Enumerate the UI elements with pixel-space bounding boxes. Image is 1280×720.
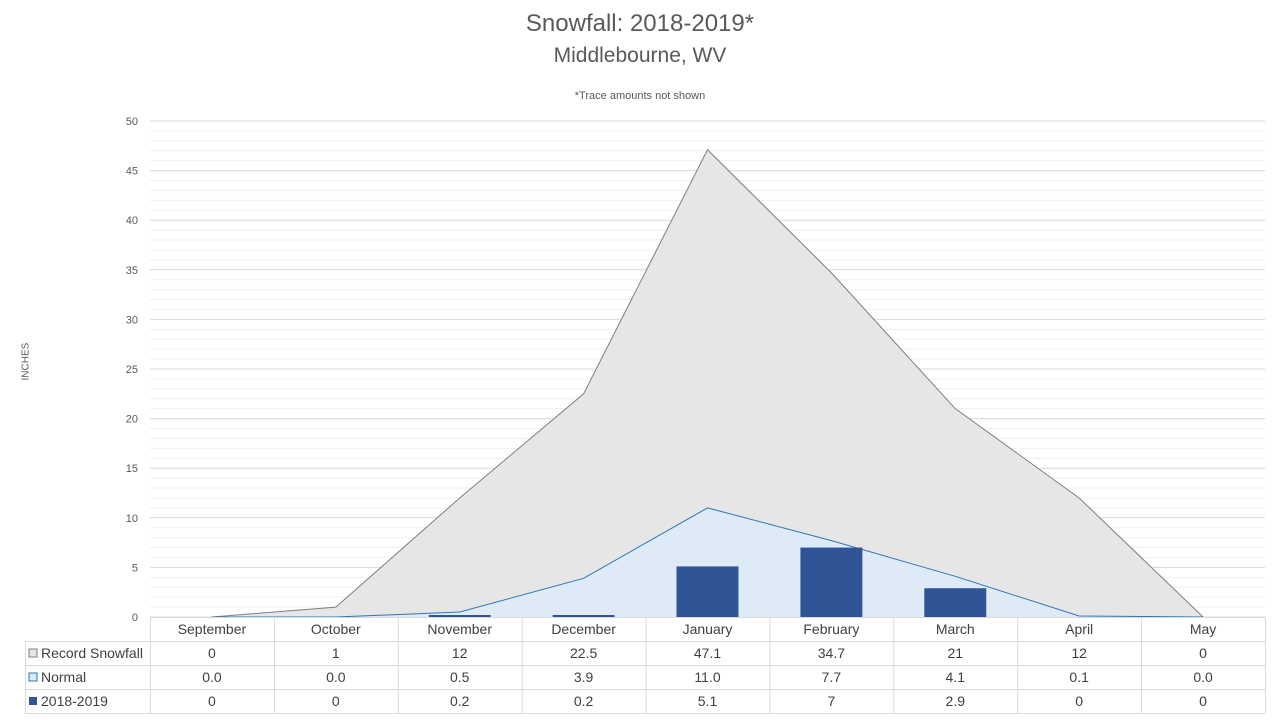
y-tick-label: 50 — [126, 116, 138, 128]
data-label: 0.0 — [1193, 669, 1213, 685]
data-label: 0.0 — [202, 669, 222, 685]
chart-title: Snowfall: 2018-2019* — [525, 10, 755, 37]
area-record-snowfall — [211, 149, 1204, 617]
bar — [924, 588, 987, 617]
y-tick-label: 40 — [126, 215, 138, 227]
data-label: 22.5 — [570, 645, 597, 661]
x-category-label: May — [1190, 621, 1216, 637]
legend-key-2018-2019 — [29, 697, 37, 705]
line-normal — [211, 507, 1204, 618]
x-category-label: January — [683, 621, 733, 637]
data-label: 34.7 — [818, 645, 845, 661]
y-tick-label: 30 — [126, 314, 138, 326]
data-label: 2.9 — [946, 693, 966, 709]
data-label: 0 — [1199, 645, 1207, 661]
y-tick-label: 10 — [126, 513, 138, 525]
y-tick-label: 5 — [132, 562, 138, 574]
x-category-label: September — [178, 621, 247, 637]
data-label: 0 — [1075, 693, 1083, 709]
bar — [676, 566, 739, 617]
data-label: 0.2 — [450, 693, 470, 709]
data-label: 0 — [332, 693, 340, 709]
y-tick-label: 35 — [126, 265, 138, 277]
x-category-label: November — [427, 621, 492, 637]
data-label: 4.1 — [946, 669, 966, 685]
legend-label-record-snowfall: Record Snowfall — [41, 645, 143, 661]
data-label: 7 — [827, 693, 835, 709]
x-category-label: December — [551, 621, 616, 637]
x-category-label: October — [311, 621, 361, 637]
chart-note: *Trace amounts not shown — [574, 90, 706, 102]
legend-key-normal — [28, 672, 38, 682]
y-tick-label: 20 — [126, 414, 138, 426]
legend-label-normal: Normal — [41, 669, 86, 685]
data-label: 1 — [332, 645, 340, 661]
data-label: 0 — [1199, 693, 1207, 709]
data-label: 0.1 — [1069, 669, 1089, 685]
data-label: 12 — [1071, 645, 1087, 661]
line-record-snowfall — [211, 148, 1204, 618]
legend-key-record-snowfall — [28, 648, 38, 658]
x-category-label: March — [936, 621, 975, 637]
data-label: 0 — [208, 645, 216, 661]
data-label: 0.5 — [450, 669, 470, 685]
bar — [428, 615, 491, 617]
data-table: September October November December January F… — [25, 617, 1266, 714]
bar — [552, 615, 615, 617]
data-label: 3.9 — [574, 669, 594, 685]
x-category-label: April — [1065, 621, 1093, 637]
data-label: 12 — [452, 645, 468, 661]
bar — [800, 547, 863, 617]
chart-subtitle: Middlebourne, WV — [553, 44, 727, 67]
data-label: 47.1 — [694, 645, 721, 661]
bar-series — [428, 547, 987, 617]
data-label: 7.7 — [822, 669, 842, 685]
data-label: 11.0 — [694, 669, 720, 685]
legend-label-2018-2019: 2018-2019 — [41, 693, 108, 709]
y-tick-label: 45 — [126, 166, 138, 178]
y-axis: 0 5 10 15 20 25 30 35 40 45 50 — [126, 116, 138, 624]
x-category-label: February — [803, 621, 859, 637]
data-label: 0.2 — [574, 693, 594, 709]
y-tick-label: 0 — [132, 612, 138, 624]
data-label: 21 — [947, 645, 963, 661]
y-tick-label: 15 — [126, 463, 138, 475]
data-label: 0.0 — [326, 669, 346, 685]
y-tick-label: 25 — [126, 364, 138, 376]
data-label: 5.1 — [698, 693, 718, 709]
data-label: 0 — [208, 693, 216, 709]
